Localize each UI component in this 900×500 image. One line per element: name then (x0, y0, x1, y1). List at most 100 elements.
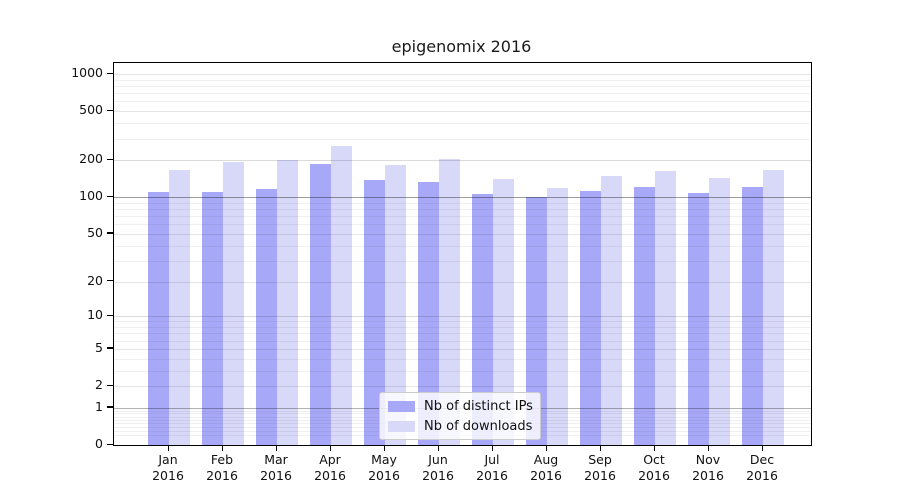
year-label: 2016 (584, 468, 616, 483)
bar-distinct-ips (148, 192, 169, 445)
x-axis-tick (275, 445, 277, 451)
grid-line (114, 209, 811, 210)
x-axis-tick (599, 445, 601, 451)
y-axis-tick-label: 5 (95, 339, 103, 355)
x-axis-tick-label: Sep 2016 (573, 452, 627, 484)
bar-distinct-ips (418, 181, 439, 445)
bar-distinct-ips (202, 192, 223, 445)
month-label: Oct (643, 452, 665, 467)
legend-item-downloads: Nb of downloads (388, 418, 532, 434)
x-axis-tick-label: May 2016 (357, 452, 411, 484)
y-axis-tick (107, 158, 113, 161)
bar-downloads (385, 164, 406, 445)
bar-downloads (331, 146, 352, 445)
x-axis-tick-label: Aug 2016 (519, 452, 573, 484)
grid-line (114, 327, 811, 328)
year-label: 2016 (368, 468, 400, 483)
year-label: 2016 (206, 468, 238, 483)
grid-line (114, 202, 811, 204)
grid-line (114, 340, 811, 342)
x-axis-tick-label: Nov 2016 (681, 452, 735, 484)
grid-line (114, 86, 811, 87)
y-axis-tick (107, 347, 113, 349)
grid-line (114, 321, 811, 323)
grid-line (114, 333, 811, 335)
y-axis-tick-label: 100 (79, 188, 103, 204)
bar-distinct-ips (688, 193, 709, 445)
year-label: 2016 (314, 468, 346, 483)
year-label: 2016 (530, 468, 562, 483)
bar-downloads (439, 159, 460, 445)
bar-distinct-ips (310, 164, 331, 445)
x-axis-tick-label: Jun 2016 (411, 452, 465, 484)
month-label: Feb (210, 452, 234, 467)
grid-line (114, 233, 811, 235)
year-label: 2016 (260, 468, 292, 483)
y-axis-tick (107, 109, 113, 112)
grid-line (114, 74, 811, 75)
x-axis-tick (437, 445, 439, 451)
bar-downloads (547, 188, 568, 445)
legend-label-downloads: Nb of downloads (424, 418, 533, 434)
month-label: Mar (264, 452, 288, 467)
grid-line (114, 138, 811, 140)
y-axis-tick-label: 50 (87, 224, 103, 240)
month-label: Jul (484, 452, 500, 467)
bar-downloads (493, 179, 514, 445)
year-label: 2016 (692, 468, 724, 483)
grid-line (114, 245, 811, 247)
y-axis-tick-label: 1 (95, 398, 103, 414)
grid-line (114, 386, 811, 387)
bar-distinct-ips (634, 187, 655, 445)
x-axis-tick (383, 445, 385, 451)
grid-line (114, 79, 811, 81)
bar-distinct-ips (742, 187, 763, 445)
grid-line (114, 93, 811, 95)
grid-line (114, 224, 811, 226)
bar-downloads (169, 169, 190, 445)
year-label: 2016 (746, 468, 778, 483)
month-label: Sep (588, 452, 612, 467)
grid-line (114, 281, 811, 283)
legend-label-distinct-ips: Nb of distinct IPs (424, 398, 533, 414)
y-axis-tick-label: 20 (87, 272, 103, 288)
grid-line (114, 316, 811, 318)
year-label: 2016 (422, 468, 454, 483)
x-axis-tick (221, 445, 223, 451)
x-axis-tick-label: Apr 2016 (303, 452, 357, 484)
bar-distinct-ips (256, 188, 277, 445)
y-axis-tick-label: 500 (79, 102, 103, 118)
x-axis-tick (545, 445, 547, 451)
x-axis-tick-label: Jul 2016 (465, 452, 519, 484)
x-axis-tick (329, 445, 331, 451)
x-axis-tick (707, 445, 709, 451)
legend-swatch-distinct-ips (388, 400, 415, 412)
grid-line (114, 123, 811, 125)
x-axis-tick (653, 445, 655, 451)
month-label: Aug (533, 452, 559, 467)
y-axis-tick (107, 72, 113, 74)
plot-area: Nb of distinct IPs Nb of downloads (113, 62, 812, 446)
grid-line (114, 197, 811, 199)
bar-downloads (709, 177, 730, 445)
y-axis-tick (107, 314, 113, 317)
legend-item-distinct-ips: Nb of distinct IPs (388, 398, 533, 414)
y-axis-tick-label: 200 (79, 151, 103, 167)
y-axis-tick-label: 0 (95, 436, 103, 451)
bar-downloads (601, 175, 622, 445)
grid-line (114, 216, 811, 218)
year-label: 2016 (638, 468, 670, 483)
grid-line (114, 260, 811, 262)
legend: Nb of distinct IPs Nb of downloads (379, 392, 541, 440)
grid-line (114, 160, 811, 162)
x-axis-tick-label: Feb 2016 (195, 452, 249, 484)
year-label: 2016 (152, 468, 184, 483)
x-axis-tick-label: Oct 2016 (627, 452, 681, 484)
y-axis-tick (107, 232, 113, 234)
x-axis-tick (761, 445, 763, 451)
bar-downloads (277, 159, 298, 445)
x-axis-tick (167, 445, 169, 451)
bar-distinct-ips (364, 179, 385, 445)
y-axis-tick (107, 443, 113, 445)
